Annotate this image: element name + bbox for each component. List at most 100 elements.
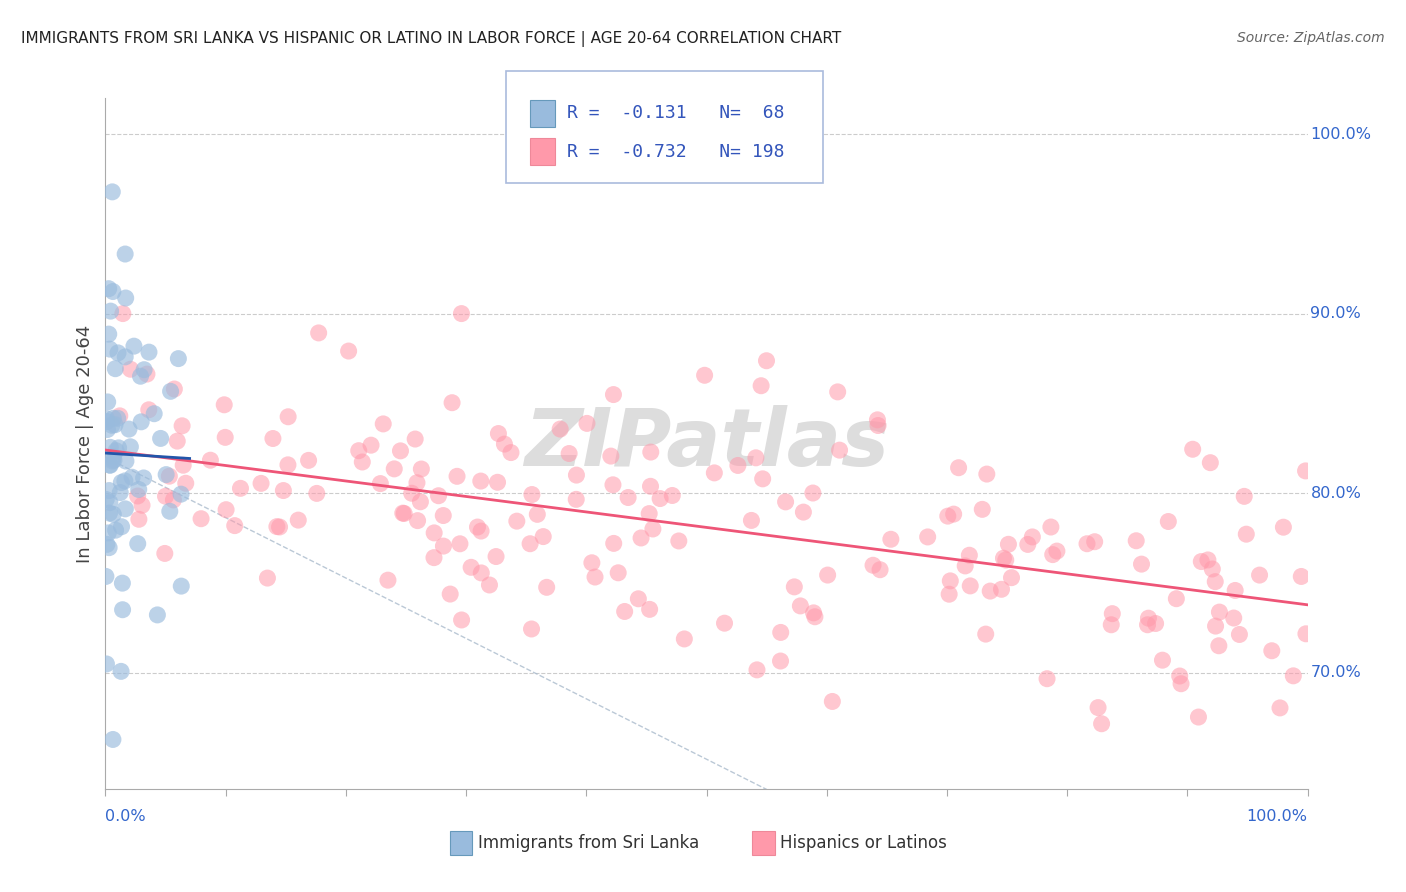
Point bbox=[486, 426, 509, 441]
Point bbox=[640, 445, 662, 459]
Point bbox=[703, 466, 725, 480]
Text: R =  -0.131   N=  68: R = -0.131 N= 68 bbox=[567, 104, 785, 122]
Point bbox=[337, 344, 360, 359]
Text: 90.0%: 90.0% bbox=[1310, 306, 1361, 321]
Point bbox=[96, 411, 118, 425]
Point bbox=[103, 450, 125, 464]
Point bbox=[1170, 677, 1192, 691]
Point bbox=[120, 362, 142, 376]
Point bbox=[1249, 568, 1271, 582]
Point bbox=[423, 550, 446, 565]
Point bbox=[526, 508, 548, 522]
Point bbox=[450, 307, 472, 321]
Point bbox=[98, 342, 121, 356]
Point bbox=[693, 368, 716, 383]
Point bbox=[938, 587, 960, 601]
Point bbox=[1137, 611, 1160, 625]
Point bbox=[114, 291, 136, 305]
Point bbox=[97, 282, 120, 296]
Point bbox=[97, 327, 120, 342]
Point bbox=[1042, 548, 1064, 562]
Point bbox=[1222, 611, 1244, 625]
Point bbox=[641, 522, 664, 536]
Point bbox=[880, 533, 903, 547]
Point bbox=[170, 579, 193, 593]
Point bbox=[297, 453, 319, 467]
Point bbox=[432, 539, 454, 553]
Point bbox=[446, 469, 468, 483]
Point bbox=[114, 501, 136, 516]
Point bbox=[404, 432, 426, 446]
Text: 0.0%: 0.0% bbox=[105, 809, 146, 824]
Point bbox=[170, 487, 193, 501]
Point bbox=[821, 694, 844, 708]
Point bbox=[391, 506, 413, 520]
Point bbox=[100, 304, 122, 318]
Point bbox=[939, 574, 962, 588]
Point bbox=[467, 520, 489, 534]
Point bbox=[1233, 489, 1256, 503]
Point bbox=[713, 616, 735, 631]
Point bbox=[305, 486, 328, 500]
Point bbox=[166, 434, 188, 449]
Point bbox=[190, 512, 212, 526]
Point bbox=[114, 474, 136, 488]
Point bbox=[1261, 644, 1284, 658]
Text: ZIPatlas: ZIPatlas bbox=[524, 405, 889, 483]
Point bbox=[360, 438, 382, 452]
Point bbox=[948, 460, 970, 475]
Point bbox=[531, 530, 554, 544]
Point bbox=[602, 387, 624, 401]
Point bbox=[866, 418, 889, 433]
Point bbox=[536, 580, 558, 594]
Point bbox=[1187, 710, 1209, 724]
Point bbox=[506, 514, 529, 528]
Point bbox=[212, 398, 235, 412]
Point bbox=[1000, 571, 1022, 585]
Point bbox=[575, 417, 598, 431]
Point bbox=[638, 507, 661, 521]
Point bbox=[1204, 574, 1226, 589]
Point bbox=[200, 453, 222, 467]
Point bbox=[627, 591, 650, 606]
Point bbox=[392, 507, 415, 521]
Point bbox=[602, 478, 624, 492]
Point bbox=[583, 570, 606, 584]
Point bbox=[1076, 537, 1098, 551]
Point bbox=[993, 551, 1015, 566]
Text: 70.0%: 70.0% bbox=[1310, 665, 1361, 681]
Point bbox=[427, 489, 450, 503]
Point bbox=[1087, 700, 1109, 714]
Point bbox=[1101, 607, 1123, 621]
Point bbox=[1099, 617, 1122, 632]
Point bbox=[159, 384, 181, 399]
Point bbox=[172, 458, 194, 473]
Point bbox=[1046, 544, 1069, 558]
Text: Immigrants from Sri Lanka: Immigrants from Sri Lanka bbox=[478, 834, 699, 852]
Point bbox=[565, 492, 588, 507]
Point bbox=[1144, 616, 1167, 631]
Point bbox=[789, 599, 811, 613]
Point bbox=[769, 625, 792, 640]
Point bbox=[755, 353, 778, 368]
Point bbox=[997, 537, 1019, 551]
Point bbox=[127, 489, 149, 503]
Point bbox=[153, 546, 176, 560]
Point bbox=[990, 582, 1012, 597]
Point bbox=[129, 415, 152, 429]
Point bbox=[1084, 534, 1107, 549]
Point bbox=[127, 536, 149, 550]
Point bbox=[994, 553, 1017, 567]
Point bbox=[97, 395, 120, 409]
Point bbox=[1229, 627, 1251, 641]
Point bbox=[308, 326, 330, 340]
Point bbox=[273, 483, 295, 498]
Point bbox=[352, 455, 374, 469]
Point bbox=[1208, 605, 1230, 619]
Point bbox=[548, 422, 571, 436]
Point bbox=[441, 395, 464, 409]
Point bbox=[478, 578, 501, 592]
Point bbox=[97, 525, 120, 540]
Point bbox=[862, 558, 884, 573]
Point bbox=[136, 367, 159, 381]
